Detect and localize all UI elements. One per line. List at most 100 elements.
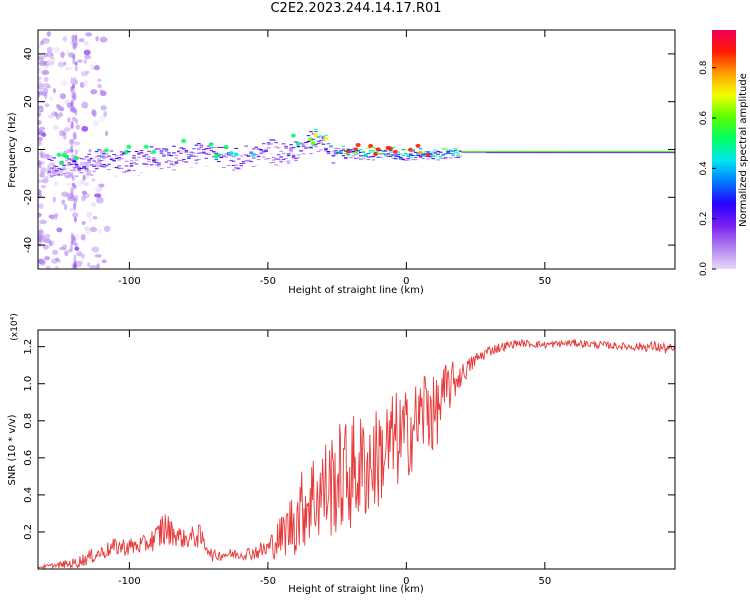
heatmap-cell — [299, 150, 303, 152]
heatmap-cell — [100, 149, 106, 156]
heatmap-cell — [600, 150, 605, 152]
heatmap-cell — [324, 149, 328, 151]
heatmap-cell — [189, 166, 194, 168]
heatmap-cell — [284, 161, 288, 163]
heatmap-cell — [279, 156, 283, 158]
y-tick-label: 0 — [23, 146, 34, 152]
heatmap-cell — [209, 150, 214, 152]
heatmap-cell — [618, 152, 622, 154]
heatmap-cell — [304, 143, 308, 145]
heatmap-cell — [254, 154, 258, 156]
heatmap-cell — [344, 157, 348, 159]
heatmap-cell — [316, 140, 321, 142]
heatmap-cell — [102, 164, 106, 166]
heatmap-cell — [341, 155, 346, 157]
heatmap-cell — [396, 156, 401, 158]
heatmap-cell — [41, 64, 48, 70]
heatmap-cell — [74, 165, 79, 167]
heatmap-cell — [80, 233, 86, 241]
heatmap-cell — [570, 152, 575, 154]
heatmap-cell — [433, 152, 438, 154]
heatmap-cell — [82, 190, 86, 196]
heatmap-cell — [182, 158, 186, 160]
heatmap-cell — [239, 163, 244, 165]
heatmap-cell — [40, 184, 47, 189]
heatmap-cell — [541, 152, 545, 154]
heatmap-cell — [142, 157, 146, 159]
heatmap-cell — [103, 148, 109, 153]
heatmap-cell — [359, 155, 363, 157]
heatmap-cell — [40, 167, 47, 174]
heatmap-cell — [109, 159, 114, 161]
heatmap-cell — [94, 254, 102, 258]
heatmap-cell — [152, 160, 156, 162]
heatmap-cell — [345, 149, 351, 154]
heatmap-cell — [233, 152, 239, 157]
heatmap-cell — [546, 152, 550, 154]
heatmap-cell — [43, 40, 50, 45]
heatmap-cell — [451, 150, 455, 152]
heatmap-cell — [403, 153, 408, 155]
heatmap-cell — [416, 154, 420, 156]
heatmap-cell — [244, 161, 248, 163]
heatmap-cell — [643, 150, 647, 152]
heatmap-cell — [578, 150, 583, 152]
heatmap-cell — [219, 156, 224, 158]
heatmap-cell — [274, 142, 278, 144]
heatmap-cell — [38, 80, 42, 84]
heatmap-cell — [354, 151, 358, 153]
heatmap-cell — [241, 162, 246, 164]
heatmap-cell — [234, 167, 239, 169]
heatmap-cell — [523, 152, 528, 154]
heatmap-cell — [92, 158, 96, 160]
heatmap-cell — [70, 106, 74, 113]
heatmap-cell — [73, 202, 77, 211]
heatmap-cell — [433, 149, 438, 151]
heatmap-cell — [311, 138, 316, 140]
heatmap-cell — [423, 156, 428, 158]
heatmap-cell — [351, 151, 356, 153]
heatmap-cell — [44, 233, 51, 239]
heatmap-cell — [38, 106, 44, 111]
heatmap-cell — [501, 152, 505, 154]
heatmap-cell — [69, 207, 74, 212]
heatmap-cell — [511, 150, 515, 152]
heatmap-cell — [640, 152, 645, 154]
heatmap-cell — [127, 171, 131, 173]
heatmap-cell — [38, 262, 41, 267]
heatmap-cell — [59, 174, 64, 176]
heatmap-cell — [249, 160, 253, 162]
heatmap-cell — [226, 165, 231, 167]
heatmap-cell — [42, 235, 46, 240]
heatmap-cell — [64, 203, 68, 211]
heatmap-cell — [159, 168, 164, 170]
heatmap-cell — [79, 161, 87, 166]
heatmap-cell — [471, 152, 475, 154]
heatmap-cell — [231, 156, 236, 158]
heatmap-cell — [94, 193, 102, 198]
heatmap-cell — [426, 151, 430, 153]
heatmap-cell — [38, 66, 42, 73]
heatmap-cell — [124, 160, 129, 162]
heatmap-cell — [334, 147, 338, 149]
heatmap-cell — [207, 145, 211, 147]
heatmap-cell — [228, 151, 234, 156]
heatmap-cell — [555, 150, 560, 152]
heatmap-cell — [70, 186, 74, 195]
heatmap-cell — [401, 159, 406, 161]
heatmap-cell — [99, 36, 108, 43]
heatmap-cell — [202, 152, 206, 154]
heatmap-cell — [199, 146, 204, 148]
heatmap-cell — [426, 158, 430, 160]
heatmap-cell — [388, 150, 393, 152]
heatmap-cell — [112, 160, 116, 162]
heatmap-cell — [401, 158, 406, 160]
heatmap-cell — [324, 134, 328, 136]
heatmap-cell — [326, 152, 331, 154]
heatmap-cell — [323, 136, 329, 141]
heatmap-cell — [67, 162, 72, 164]
heatmap-cell — [595, 152, 600, 154]
snr-panel: -100 -50 0 50 0.2 0.4 0.6 0.8 1.0 1.2 Height of … — [7, 313, 676, 595]
heatmap-cell — [251, 157, 256, 159]
heatmap-cell — [468, 150, 473, 152]
